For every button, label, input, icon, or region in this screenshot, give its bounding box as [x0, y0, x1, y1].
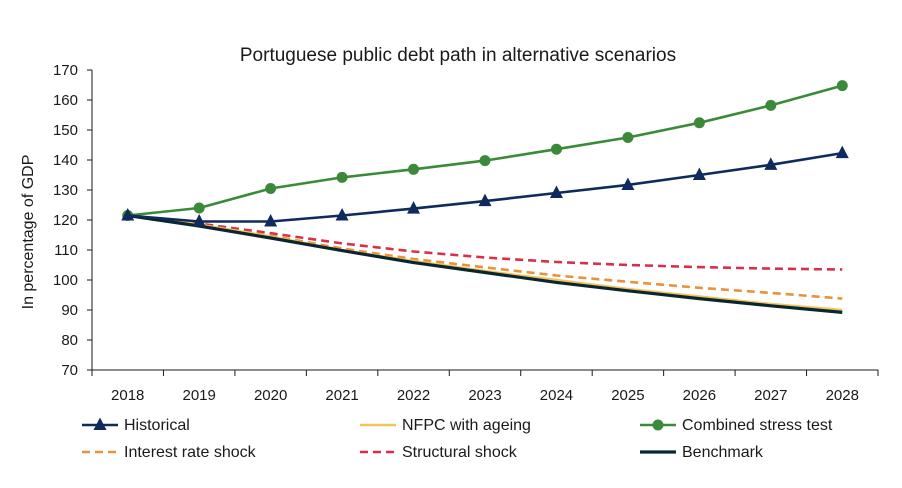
x-tick-label: 2020 — [254, 387, 287, 404]
x-tick-label: 2019 — [182, 387, 215, 404]
data-point — [407, 201, 421, 214]
series-line — [127, 214, 843, 312]
legend-item: Interest rate shock — [82, 444, 257, 461]
data-point — [764, 157, 778, 170]
data-point — [335, 208, 349, 221]
x-tick-label: 2021 — [325, 387, 358, 404]
x-tick-label: 2028 — [826, 387, 859, 404]
y-tick-label: 110 — [54, 242, 78, 259]
data-point — [408, 163, 420, 175]
x-axis: 2018 2019 2020 2021 2022 2023 2024 2025 2026 2027… — [91, 369, 879, 404]
y-axis: 70 80 90 100 110 120 130 140 150 160 170 — [53, 62, 93, 379]
x-tick-label: 2023 — [468, 387, 501, 404]
chart-title: Portuguese public debt path in alternati… — [240, 45, 676, 66]
data-point — [193, 202, 205, 214]
legend-label: Benchmark — [682, 444, 764, 461]
y-axis-label: In percentage of GDP — [20, 155, 37, 310]
legend-label: Structural shock — [402, 444, 518, 461]
y-tick-label: 150 — [53, 122, 78, 139]
data-point — [121, 208, 135, 221]
data-point — [621, 177, 635, 190]
legend-item: NFPC with ageing — [360, 417, 531, 434]
data-point — [693, 117, 705, 129]
x-tick-label: 2026 — [683, 387, 716, 404]
legend-label: Combined stress test — [682, 417, 833, 434]
y-tick-label: 140 — [53, 152, 78, 169]
legend: Historical NFPC with ageing Combined stres… — [82, 417, 833, 461]
series-combined-stress-test — [122, 80, 848, 221]
data-point — [192, 214, 206, 227]
data-point — [264, 214, 278, 227]
x-tick-label: 2025 — [611, 387, 644, 404]
y-tick-label: 120 — [53, 212, 78, 229]
legend-label: NFPC with ageing — [402, 417, 531, 434]
data-point — [550, 143, 562, 155]
y-tick-label: 160 — [53, 92, 78, 109]
series-benchmark — [127, 213, 843, 314]
data-point — [336, 171, 348, 183]
series-historical — [121, 145, 849, 227]
data-point — [692, 167, 706, 181]
y-tick-label: 130 — [53, 182, 78, 199]
data-point — [622, 132, 634, 143]
data-point — [265, 183, 277, 194]
legend-label: Interest rate shock — [124, 444, 257, 461]
series-line — [127, 213, 843, 314]
series-line — [127, 214, 843, 271]
series-structural-shock — [127, 214, 843, 271]
y-tick-label: 100 — [53, 272, 78, 289]
y-tick-label: 80 — [61, 332, 78, 349]
series-nfpc-with-ageing — [127, 214, 843, 312]
x-tick-label: 2018 — [111, 387, 144, 404]
data-point — [93, 417, 107, 431]
legend-item: Historical — [82, 417, 190, 434]
legend-label: Historical — [124, 417, 190, 434]
x-tick-label: 2022 — [397, 387, 430, 404]
legend-item: Benchmark — [640, 444, 764, 461]
legend-item: Structural shock — [360, 444, 518, 461]
data-point — [652, 419, 664, 431]
x-tick-label: 2024 — [540, 387, 573, 404]
x-tick-label: 2027 — [754, 387, 787, 404]
data-point — [836, 80, 848, 92]
data-point — [835, 145, 849, 159]
y-tick-label: 70 — [61, 362, 78, 379]
data-point — [549, 185, 563, 199]
y-tick-label: 90 — [61, 302, 78, 319]
data-point — [479, 155, 491, 167]
data-point — [765, 99, 777, 111]
data-point — [478, 193, 492, 207]
legend-item: Combined stress test — [640, 417, 833, 434]
y-tick-label: 170 — [53, 62, 78, 79]
plot-lines — [121, 80, 849, 314]
